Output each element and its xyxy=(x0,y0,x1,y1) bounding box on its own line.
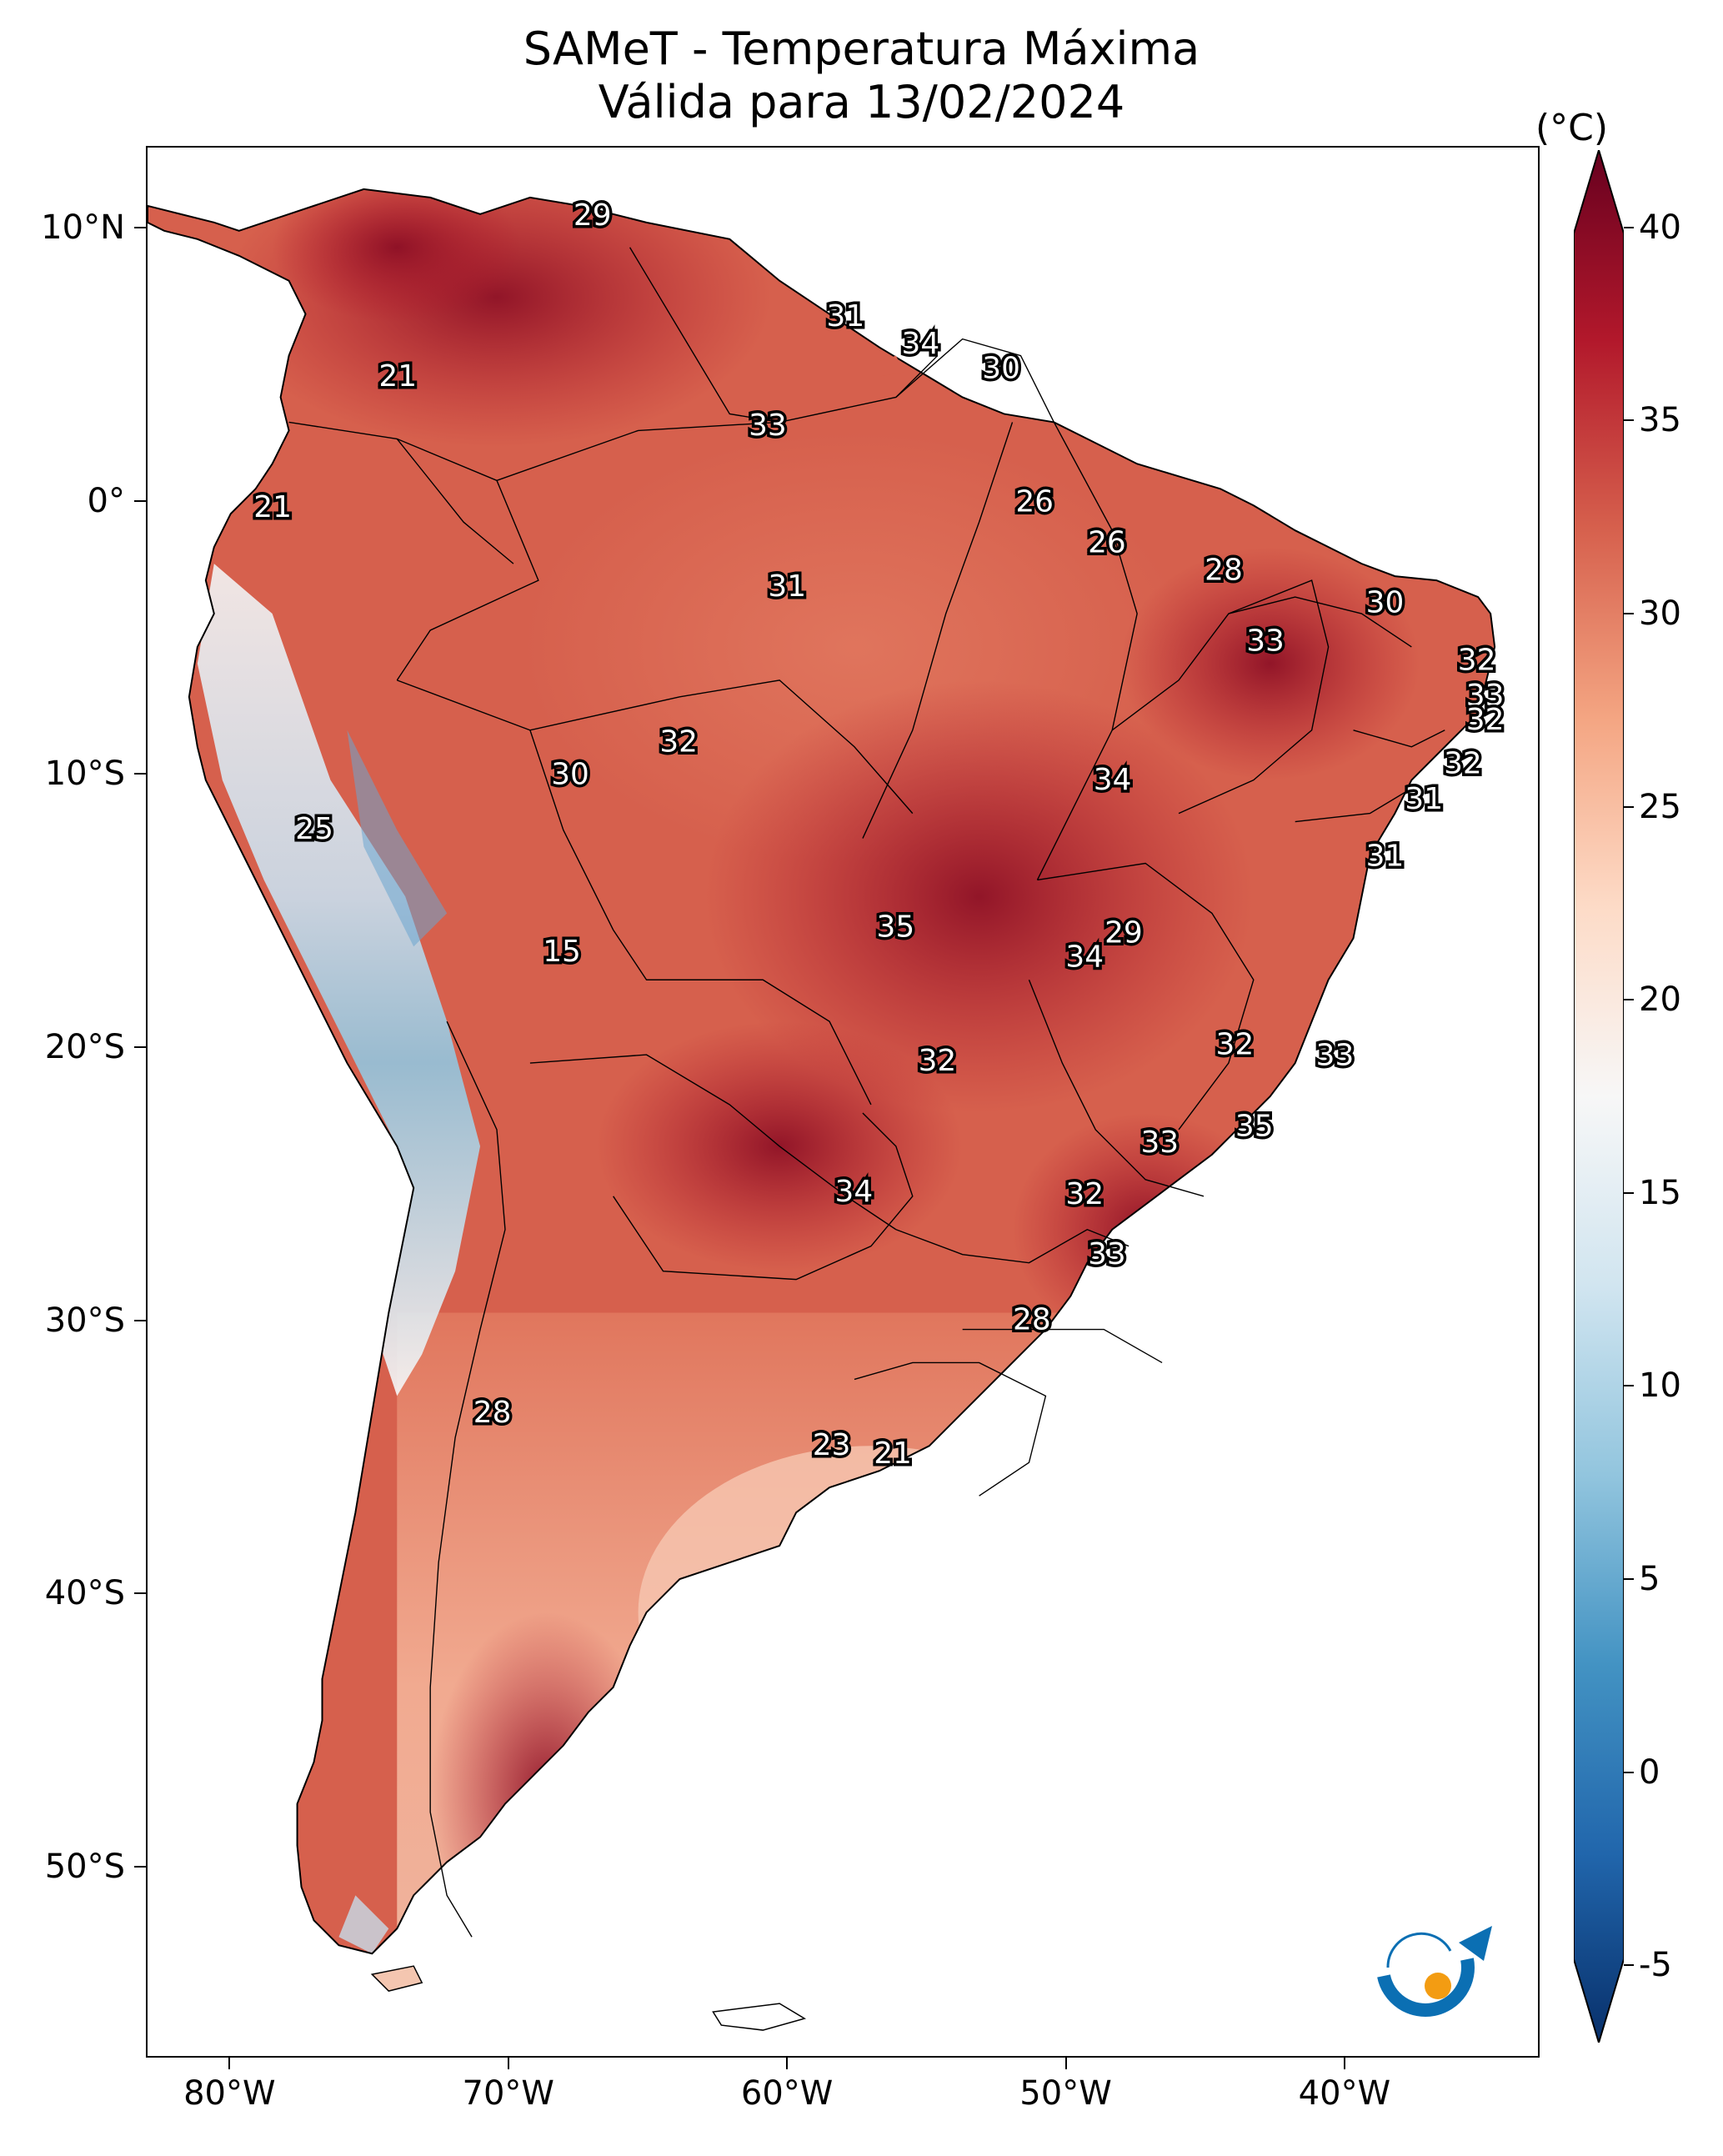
colorbar-tick-label: 20 xyxy=(1639,980,1681,1020)
colorbar-tick-label: 5 xyxy=(1639,1560,1660,1599)
city-value-label: 32 xyxy=(1065,1177,1104,1211)
latitude-tick xyxy=(134,499,146,502)
city-value-label: 15 xyxy=(543,935,581,969)
latitude-label: 50°S xyxy=(44,1847,125,1886)
city-value-label: 33 xyxy=(1466,679,1505,713)
city-value-label: 28 xyxy=(473,1396,512,1430)
city-value-label: 31 xyxy=(1405,782,1443,816)
longitude-label: 60°W xyxy=(740,2074,834,2113)
colorbar-tick-label: 15 xyxy=(1639,1173,1681,1212)
chart-subtitle: Válida para 13/02/2024 xyxy=(598,76,1125,128)
city-value-label: 32 xyxy=(1216,1027,1255,1061)
latitude-label: 0° xyxy=(87,481,125,520)
city-value-label: 26 xyxy=(1015,485,1054,519)
city-value-label: 29 xyxy=(573,198,612,233)
city-value-label: 34 xyxy=(834,1175,873,1209)
latitude-label: 10°N xyxy=(41,208,125,248)
colorbar-tick xyxy=(1624,419,1634,422)
city-value-label: 35 xyxy=(877,910,915,945)
colorbar-tick xyxy=(1624,805,1634,808)
latitude-tick xyxy=(134,1045,146,1048)
city-value-label: 28 xyxy=(1205,553,1243,587)
city-value-label: 30 xyxy=(1366,586,1405,620)
city-value-label: 21 xyxy=(378,359,417,394)
longitude-tick xyxy=(228,2058,231,2069)
longitude-label: 70°W xyxy=(462,2074,554,2113)
city-value-label: 33 xyxy=(1316,1038,1355,1072)
colorbar-tick-label: 35 xyxy=(1639,401,1681,440)
colorbar-tick-label: 25 xyxy=(1639,787,1681,826)
longitude-tick xyxy=(507,2058,509,2069)
colorbar-tick xyxy=(1624,1771,1634,1773)
city-value-label: 34 xyxy=(1094,763,1132,797)
colorbar-tick xyxy=(1624,1385,1634,1387)
colorbar-tick xyxy=(1624,1578,1634,1581)
longitude-tick xyxy=(786,2058,789,2069)
city-value-label: 31 xyxy=(1366,840,1405,874)
latitude-label: 10°S xyxy=(44,755,125,794)
city-value-label: 21 xyxy=(253,490,292,524)
city-value-label: 34 xyxy=(1065,940,1104,975)
city-value-label: 28 xyxy=(1013,1303,1051,1337)
city-value-label: 34 xyxy=(902,327,940,361)
colorbar xyxy=(1574,150,1624,2043)
city-value-label: 33 xyxy=(1140,1126,1179,1160)
longitude-label: 50°W xyxy=(1019,2074,1112,2113)
city-value-label: 25 xyxy=(295,812,333,846)
city-value-label: 32 xyxy=(659,725,698,759)
city-value-label: 29 xyxy=(1104,915,1143,950)
longitude-tick xyxy=(1343,2058,1345,2069)
colorbar-gradient xyxy=(1574,150,1624,2043)
latitude-tick xyxy=(134,1592,146,1595)
colorbar-tick xyxy=(1624,612,1634,614)
colorbar-tick xyxy=(1624,226,1634,228)
city-value-label: 33 xyxy=(1246,624,1285,658)
colorbar-tick-label: 30 xyxy=(1639,594,1681,633)
colorbar-tick xyxy=(1624,999,1634,1001)
city-value-label: 31 xyxy=(826,299,864,333)
latitude-label: 20°S xyxy=(44,1027,125,1066)
city-value-label: 32 xyxy=(1466,703,1505,737)
city-value-label: 35 xyxy=(1235,1109,1274,1143)
city-value-label: 33 xyxy=(1088,1237,1126,1271)
land-mass xyxy=(148,188,1496,2031)
latitude-label: 40°S xyxy=(44,1574,125,1613)
latitude-tick xyxy=(134,227,146,229)
city-value-label: 30 xyxy=(551,758,589,792)
city-value-label: 32 xyxy=(919,1044,957,1078)
city-value-label: 33 xyxy=(749,409,787,443)
longitude-label: 40°W xyxy=(1298,2074,1391,2113)
colorbar-tick-label: -5 xyxy=(1639,1946,1672,1985)
chart-title: SAMeT - Temperatura Máxima xyxy=(523,23,1200,75)
longitude-tick xyxy=(1064,2058,1067,2069)
latitude-tick xyxy=(134,773,146,775)
colorbar-tick-label: 40 xyxy=(1639,208,1681,247)
colorbar-tick xyxy=(1624,1191,1634,1194)
latitude-tick xyxy=(134,1319,146,1321)
latitude-tick xyxy=(134,1865,146,1868)
city-value-label: 21 xyxy=(874,1436,912,1471)
city-value-label: 32 xyxy=(1444,747,1482,781)
colorbar-unit: (°C) xyxy=(1535,107,1609,149)
country-borders xyxy=(288,247,1445,1938)
city-value-label: 32 xyxy=(1458,643,1496,677)
city-value-label: 26 xyxy=(1088,526,1126,560)
colorbar-tick xyxy=(1624,1964,1634,1967)
city-value-label: 31 xyxy=(768,569,806,604)
inpe-logo xyxy=(1377,1926,1492,2017)
city-value-label: 23 xyxy=(813,1428,851,1462)
colorbar-tick-label: 10 xyxy=(1639,1366,1681,1406)
map-panel: 29 31 34 30 21 33 21 26 26 28 31 30 33 32 33 32 32 32 30 34… xyxy=(146,146,1540,2058)
city-value-label: 30 xyxy=(982,351,1020,385)
colorbar-tick-label: 0 xyxy=(1639,1752,1660,1792)
longitude-label: 80°W xyxy=(183,2074,276,2113)
latitude-label: 30°S xyxy=(44,1301,125,1340)
